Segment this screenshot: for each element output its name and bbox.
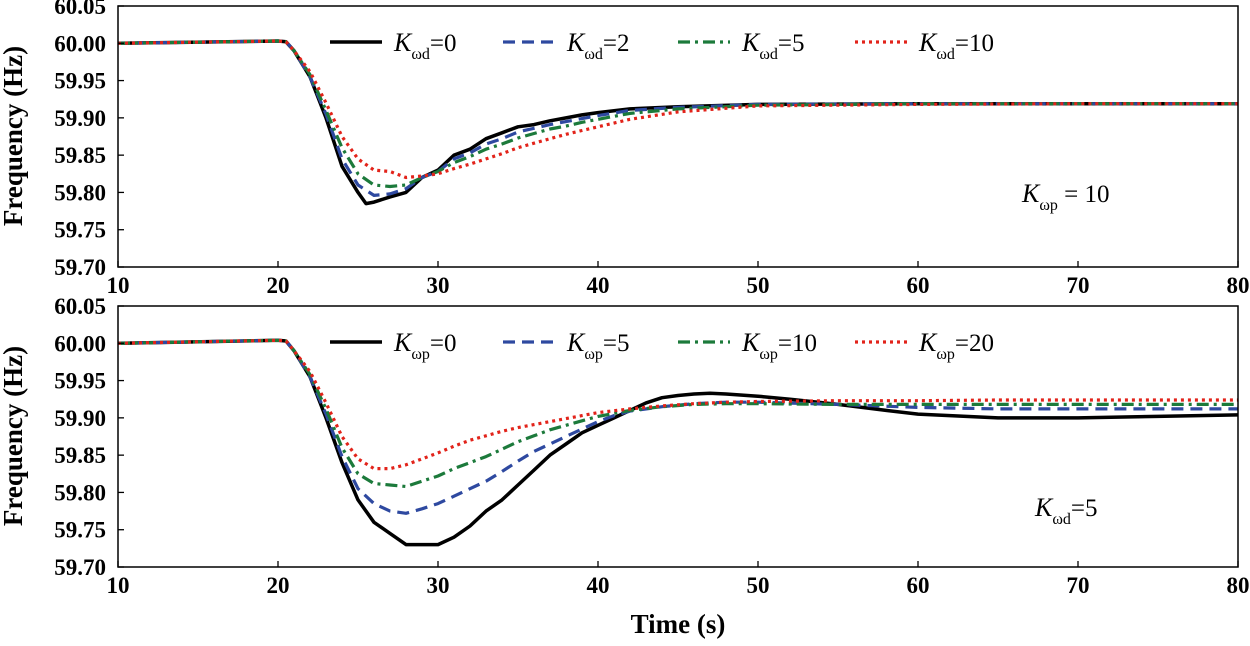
legend-label: Kωd=2 [566,28,629,63]
x-tick-label: 10 [107,273,130,298]
y-tick-label: 60.00 [54,331,106,356]
plot-frame [117,305,1239,568]
y-tick-label: 60.05 [54,0,106,19]
y-axis-title: Frequency (Hz) [0,46,28,226]
x-tick-label: 50 [747,273,770,298]
legend: Kωp=0 Kωp=5 Kωp=10 Kωp=20 [330,328,994,363]
y-tick-label: 59.80 [54,180,106,205]
x-tick-label: 80 [1227,273,1250,298]
legend-label: Kωp=5 [566,328,629,363]
parameter-annotation: Kωd=5 [1034,493,1097,528]
parameter-annotation: Kωp = 10 [1021,179,1109,214]
x-tick-label: 80 [1227,573,1250,598]
y-axis-title: Frequency (Hz) [0,346,28,526]
series-line-1 [118,39,1238,206]
y-tick-label: 59.95 [54,369,106,394]
y-tick-label: 59.90 [54,406,106,431]
x-tick-label: 60 [907,273,930,298]
series-line-2 [118,39,1238,197]
legend-label: Kωp=0 [393,328,456,363]
x-tick-label: 70 [1067,573,1090,598]
x-axis-title: Time (s) [631,609,726,639]
series-line-4 [118,338,1238,471]
y-tick-label: 59.70 [54,255,106,280]
chart-panel-top: 10 20 30 40 50 60 70 80 59.70 59.75 59.80 59.85 59.9… [0,0,1250,298]
y-tick-label: 59.85 [54,143,106,168]
x-tick-label: 50 [747,573,770,598]
chart-panel-bottom: 10 20 30 40 50 60 70 80 59.70 59.75 59.80 59.85 59.9… [0,294,1250,639]
series-line-1 [118,338,1238,547]
y-tick-label: 60.05 [54,294,106,319]
x-tick-label: 60 [907,573,930,598]
y-tick-label: 60.00 [54,31,106,56]
legend-label: Kωd=5 [741,28,804,63]
y-tick-label: 59.85 [54,443,106,468]
series-line-2 [118,338,1238,515]
x-tick-label: 10 [107,573,130,598]
legend: Kωd=0 Kωd=2 Kωd=5 Kωd=10 [330,28,994,63]
y-tick-label: 59.90 [54,106,106,131]
series-line-3 [118,338,1238,489]
legend-label: Kωp=20 [918,328,994,363]
legend-label: Kωd=10 [918,28,994,63]
x-tick-label: 20 [267,573,290,598]
x-tick-label: 30 [427,273,450,298]
series-line-3 [118,39,1238,189]
x-tick-label: 70 [1067,273,1090,298]
plot-frame [117,5,1239,268]
y-tick-label: 59.80 [54,480,106,505]
x-tick-label: 40 [587,273,610,298]
y-tick-label: 59.95 [54,69,106,94]
legend-label: Kωd=0 [393,28,456,63]
x-tick-label: 30 [427,573,450,598]
y-tick-label: 59.70 [54,555,106,580]
x-tick-label: 20 [267,273,290,298]
y-tick-label: 59.75 [54,218,106,243]
x-tick-label: 40 [587,573,610,598]
legend-label: Kωp=10 [741,328,817,363]
y-tick-label: 59.75 [54,518,106,543]
